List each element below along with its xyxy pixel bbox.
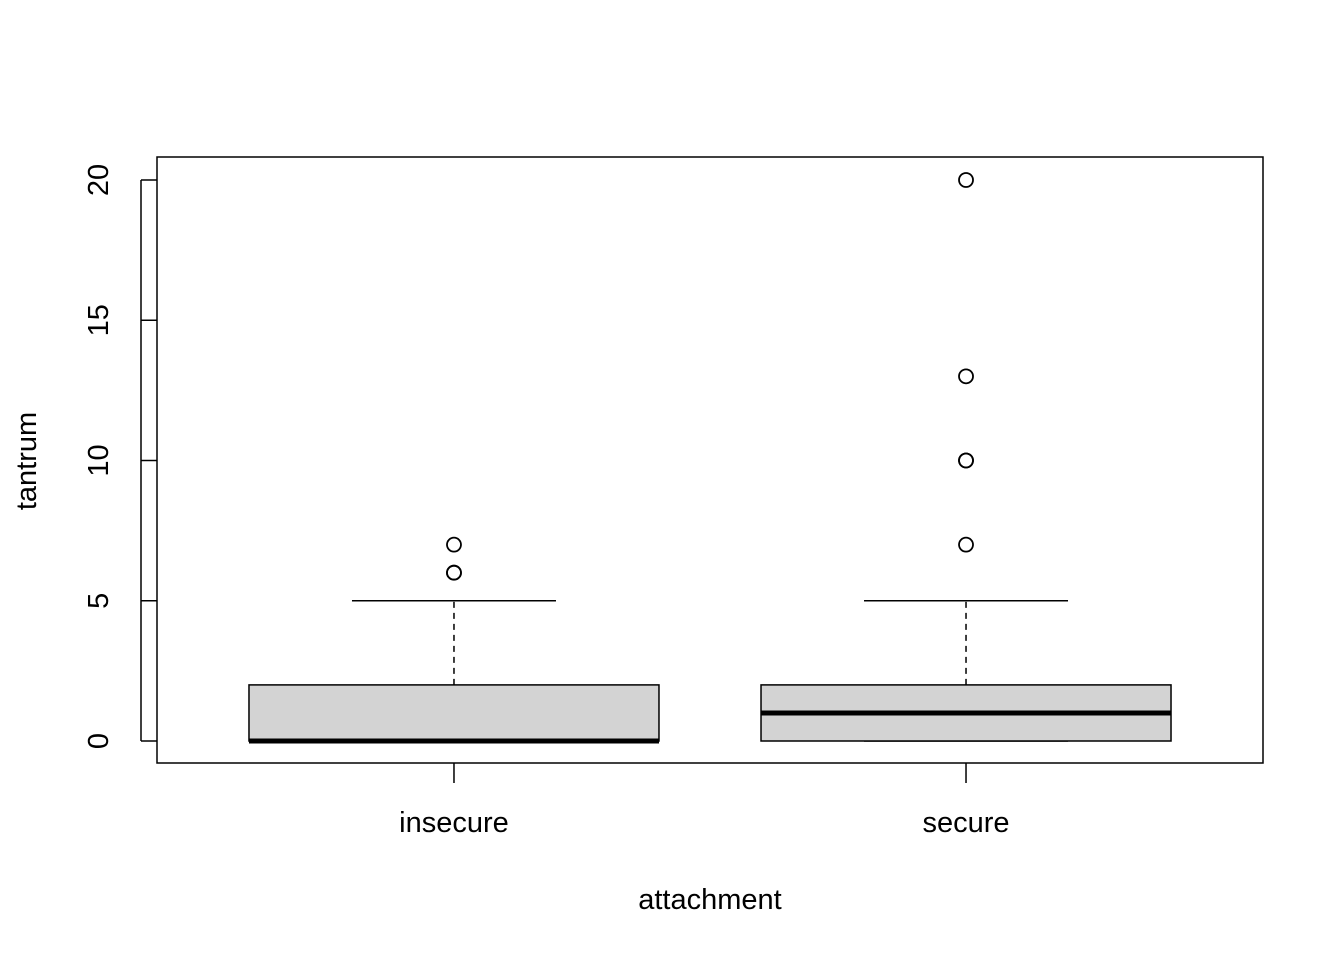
- outlier-point: [446, 536, 462, 553]
- outlier-point: [958, 452, 974, 469]
- y-tick-label: 15: [83, 304, 115, 336]
- outlier-point: [958, 536, 974, 553]
- outlier-point: [446, 564, 462, 581]
- outlier-point: [958, 368, 974, 385]
- boxes: [248, 172, 1172, 744]
- y-tick-label: 20: [83, 164, 115, 196]
- y-axis: 0 5 10 15 20: [83, 164, 157, 749]
- y-tick-label: 5: [83, 593, 115, 609]
- x-axis-label: attachment: [638, 884, 781, 916]
- y-tick-label: 10: [83, 444, 115, 476]
- plot-frame: [156, 156, 1264, 764]
- y-axis-label: tantrum: [11, 412, 43, 510]
- box-secure: [760, 172, 1172, 742]
- x-tick-label: secure: [922, 807, 1009, 839]
- box-insecure: [248, 536, 660, 744]
- outlier-point: [958, 172, 974, 188]
- x-axis: insecure secure: [399, 763, 1010, 839]
- y-tick-label: 0: [83, 733, 115, 749]
- box-iqr: [248, 684, 660, 742]
- x-tick-label: insecure: [399, 807, 509, 839]
